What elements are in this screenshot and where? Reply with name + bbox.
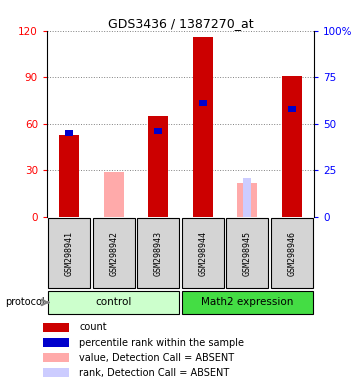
Bar (154, 128, 162, 134)
FancyBboxPatch shape (48, 218, 90, 288)
FancyBboxPatch shape (182, 218, 224, 288)
FancyBboxPatch shape (43, 338, 69, 347)
FancyBboxPatch shape (182, 291, 313, 314)
Bar (59, 135, 79, 217)
Text: protocol: protocol (5, 297, 44, 308)
Text: value, Detection Call = ABSENT: value, Detection Call = ABSENT (79, 353, 235, 363)
Bar (65, 130, 73, 136)
Bar (104, 172, 124, 217)
Bar (199, 100, 207, 106)
FancyBboxPatch shape (271, 218, 313, 288)
Text: rank, Detection Call = ABSENT: rank, Detection Call = ABSENT (79, 368, 230, 378)
FancyBboxPatch shape (43, 369, 69, 377)
Bar (243, 178, 251, 217)
Text: GSM298945: GSM298945 (243, 231, 252, 276)
FancyBboxPatch shape (43, 323, 69, 332)
Text: GSM298944: GSM298944 (198, 231, 207, 276)
Title: GDS3436 / 1387270_at: GDS3436 / 1387270_at (108, 17, 253, 30)
Text: GSM298941: GSM298941 (65, 231, 74, 276)
Bar (282, 76, 302, 217)
Text: GSM298942: GSM298942 (109, 231, 118, 276)
Text: GSM298943: GSM298943 (154, 231, 163, 276)
FancyBboxPatch shape (48, 291, 179, 314)
FancyBboxPatch shape (137, 218, 179, 288)
Bar (237, 183, 257, 217)
Bar (148, 116, 168, 217)
Text: control: control (96, 297, 132, 308)
FancyBboxPatch shape (226, 218, 268, 288)
Text: count: count (79, 322, 107, 332)
Text: percentile rank within the sample: percentile rank within the sample (79, 338, 244, 348)
Bar (288, 106, 296, 112)
Text: GSM298946: GSM298946 (287, 231, 296, 276)
FancyBboxPatch shape (93, 218, 135, 288)
Bar (193, 37, 213, 217)
Text: Math2 expression: Math2 expression (201, 297, 293, 308)
FancyBboxPatch shape (43, 353, 69, 362)
